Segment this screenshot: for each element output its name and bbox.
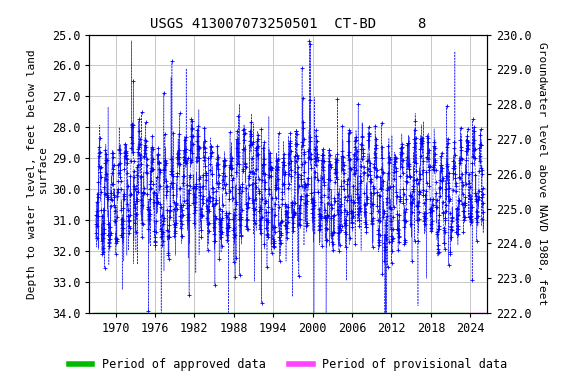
Title: USGS 413007073250501  CT-BD     8: USGS 413007073250501 CT-BD 8 bbox=[150, 17, 426, 31]
Y-axis label: Depth to water level, feet below land
 surface: Depth to water level, feet below land su… bbox=[28, 49, 49, 299]
Legend: Period of approved data, Period of provisional data: Period of approved data, Period of provi… bbox=[64, 354, 512, 376]
Y-axis label: Groundwater level above NAVD 1988, feet: Groundwater level above NAVD 1988, feet bbox=[537, 42, 547, 305]
